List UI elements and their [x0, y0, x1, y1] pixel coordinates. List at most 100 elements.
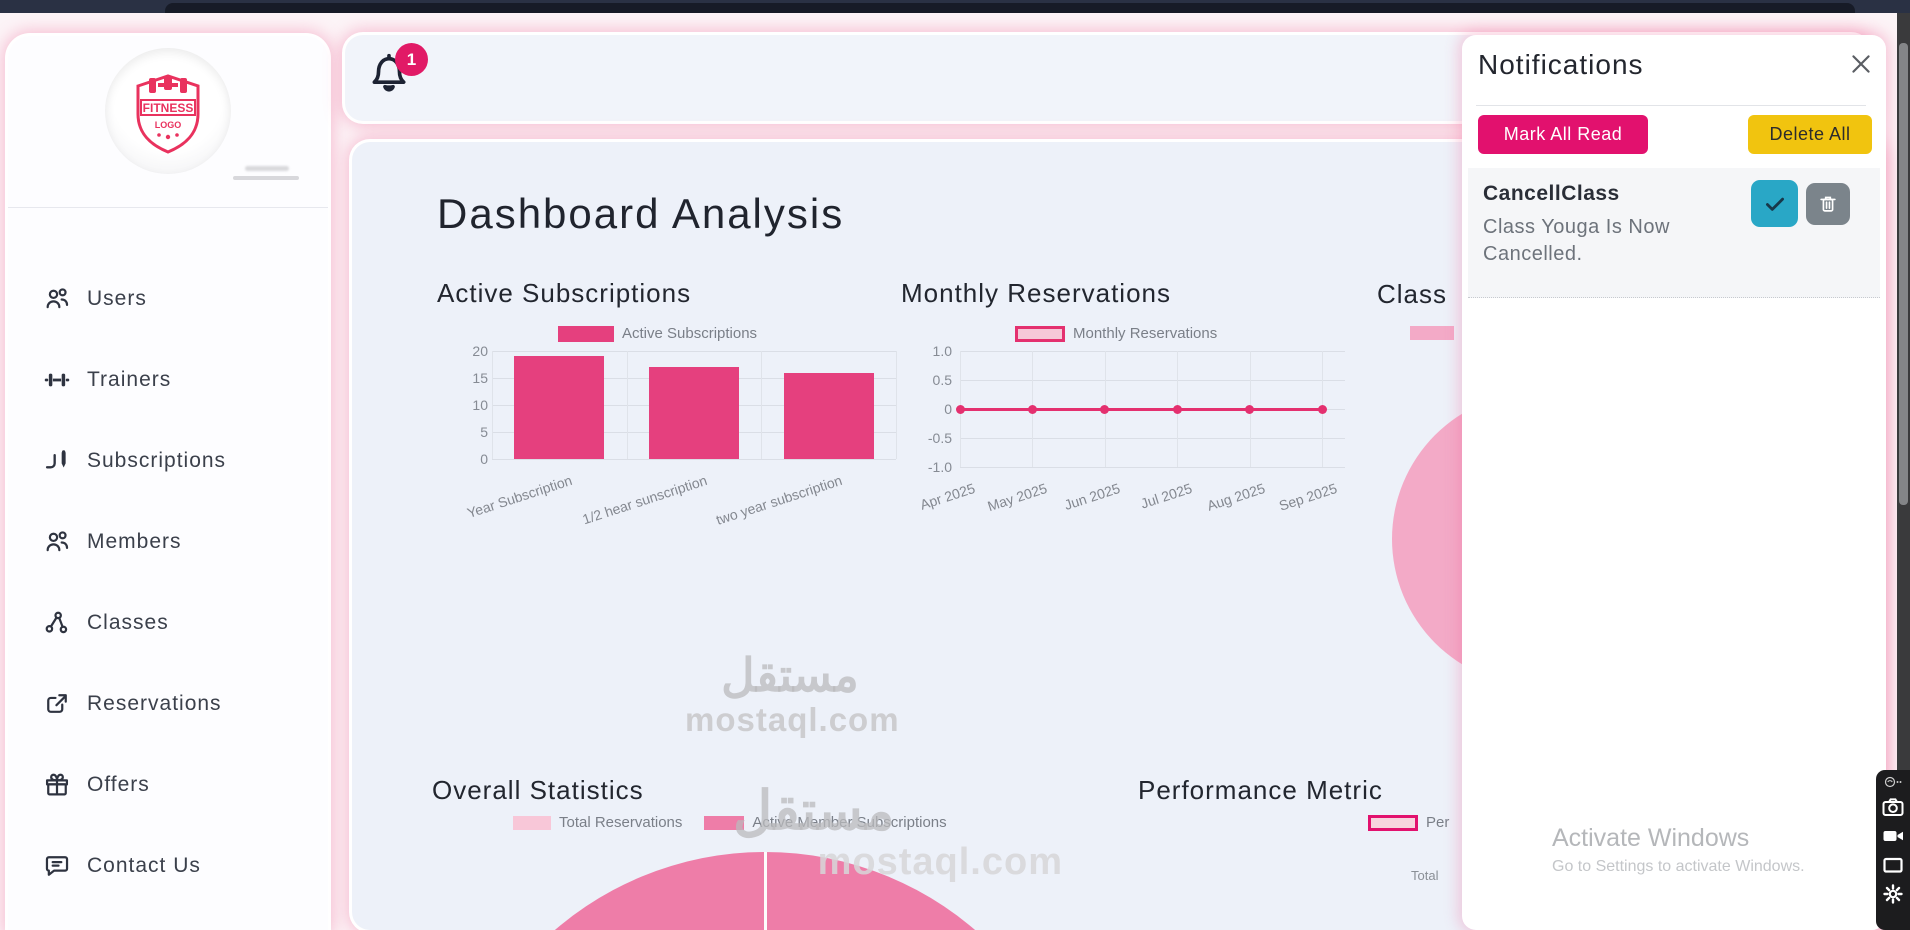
sidebar-item-label: Members: [87, 529, 182, 553]
bar-chart-active-subscriptions: [492, 351, 897, 460]
watermark-arabic: مستقل: [733, 781, 895, 841]
data-point: [1317, 404, 1327, 414]
window-top-strip: [0, 0, 1910, 13]
sidebar-item-label: Subscriptions: [87, 448, 227, 472]
camera-icon[interactable]: [1881, 795, 1905, 819]
window-icon[interactable]: [1881, 853, 1905, 877]
sidebar-item-members[interactable]: Members: [8, 501, 328, 582]
notification-title: CancellClass: [1483, 182, 1620, 205]
y-tick: 5: [480, 424, 488, 440]
sidebar-item-trainers[interactable]: Trainers: [8, 339, 328, 420]
sidebar-item-label: Offers: [87, 772, 150, 796]
performance-axis-label: Total: [1411, 868, 1439, 883]
sidebar-item-offers[interactable]: Offers: [8, 744, 328, 825]
notifications-panel-title: Notifications: [1478, 49, 1644, 80]
network-icon: [45, 611, 68, 633]
notification-item: CancellClass Class Youga Is Now Cancelle…: [1468, 168, 1880, 298]
sidebar-separator: [8, 207, 328, 208]
chart-title-overall-statistics: Overall Statistics: [432, 775, 644, 805]
notification-badge: 1: [395, 43, 428, 76]
logo-credit-text: [233, 176, 299, 180]
x-tick: 1/2 hear sunscription: [580, 472, 709, 528]
legend-overall-statistics: Total Reservations Active Member Subscri…: [513, 814, 947, 831]
bell-icon: [372, 53, 406, 92]
bar: [514, 356, 605, 459]
browser-scrollbar[interactable]: [1897, 13, 1910, 930]
users-icon: [46, 287, 69, 308]
y-tick: 0: [944, 401, 952, 417]
sidebar-item-label: Contact Us: [87, 853, 201, 877]
y-tick: 20: [472, 343, 488, 359]
sidebar-item-label: Reservations: [87, 691, 222, 715]
legend-label: Active Member Subscriptions: [752, 814, 947, 831]
sidebar-item-contact-us[interactable]: Contact Us: [8, 825, 328, 906]
legend-label: Per: [1426, 814, 1450, 831]
close-icon[interactable]: [1848, 51, 1874, 77]
sidebar-nav: Users Trainers Subscriptions: [8, 258, 328, 906]
y-tick: 0.5: [932, 372, 952, 388]
pie-slice-divider: [764, 852, 767, 930]
line-chart-monthly-reservations: [955, 351, 1345, 468]
sidebar-item-classes[interactable]: Classes: [8, 582, 328, 663]
chart-title-classes: Class: [1377, 279, 1448, 309]
panel-separator: [1476, 105, 1866, 106]
external-link-icon: [47, 693, 67, 713]
trash-icon: [1820, 196, 1836, 212]
sidebar-item-label: Users: [87, 286, 147, 310]
legend-label: Active Subscriptions: [622, 325, 758, 342]
window-top-strip-inner: [165, 3, 1855, 13]
y-tick: 15: [472, 370, 488, 386]
sidebar-item-users[interactable]: Users: [8, 258, 328, 339]
data-point: [1027, 404, 1037, 414]
x-tick: Year Subscription: [465, 472, 575, 521]
delete-notification-button[interactable]: [1806, 183, 1850, 225]
notification-message: Class Youga Is Now Cancelled.: [1483, 216, 1670, 265]
bar: [783, 372, 874, 459]
bar: [649, 367, 739, 459]
legend-swatch: [558, 325, 614, 342]
sidebar-item-label: Classes: [87, 610, 169, 634]
logo-shadow: [245, 166, 289, 171]
legend-active-subscriptions: Active Subscriptions: [558, 325, 757, 342]
logo-text-logo: LOGO: [155, 120, 182, 130]
gear-icon[interactable]: [1881, 882, 1905, 906]
data-point: [1245, 404, 1255, 414]
x-tick: two year subscription: [713, 472, 844, 528]
watermark-arabic: مستقل: [721, 649, 859, 701]
mark-all-read-button[interactable]: Mark All Read: [1478, 115, 1648, 154]
watermark-latin: mostaql.com: [685, 700, 900, 738]
sidebar: FITNESS LOGO Users: [8, 36, 328, 930]
legend-swatch-classes: [1410, 326, 1454, 340]
recorder-app-icon[interactable]: [1884, 774, 1902, 790]
chart-title-active-subscriptions: Active Subscriptions: [437, 278, 692, 308]
sidebar-item-reservations[interactable]: Reservations: [8, 663, 328, 744]
notification-bell-button[interactable]: 1: [367, 43, 437, 111]
data-point: [955, 404, 965, 414]
notifications-panel: Notifications Mark All Read Delete All C…: [1462, 35, 1886, 930]
data-point: [1172, 404, 1182, 414]
y-tick: 10: [472, 397, 488, 413]
scrollbar-thumb[interactable]: [1899, 43, 1908, 505]
line-series: [960, 407, 1322, 411]
y-tick: 1.0: [932, 343, 952, 359]
y-tick: 0: [480, 451, 488, 467]
screen-recorder-toolbar: [1876, 770, 1910, 930]
members-icon: [46, 530, 69, 551]
dumbbell-icon: [44, 373, 70, 386]
delete-all-button[interactable]: Delete All: [1748, 115, 1872, 154]
y-tick: -1.0: [927, 459, 952, 475]
chat-icon: [45, 855, 69, 876]
legend-performance-metrics: Per: [1368, 814, 1449, 831]
sidebar-item-subscriptions[interactable]: Subscriptions: [8, 420, 328, 501]
video-camera-icon[interactable]: [1881, 824, 1905, 848]
legend-label: Total Reservations: [559, 814, 683, 831]
chart-title-monthly-reservations: Monthly Reservations: [901, 278, 1171, 308]
mark-read-button[interactable]: [1751, 180, 1798, 227]
gift-icon: [45, 773, 69, 795]
legend-label: Monthly Reservations: [1073, 325, 1218, 342]
pen-icon: [45, 449, 66, 468]
check-icon: [1765, 197, 1784, 211]
page-title: Dashboard Analysis: [437, 190, 845, 237]
dumbbell-logo-mark: [149, 76, 187, 93]
